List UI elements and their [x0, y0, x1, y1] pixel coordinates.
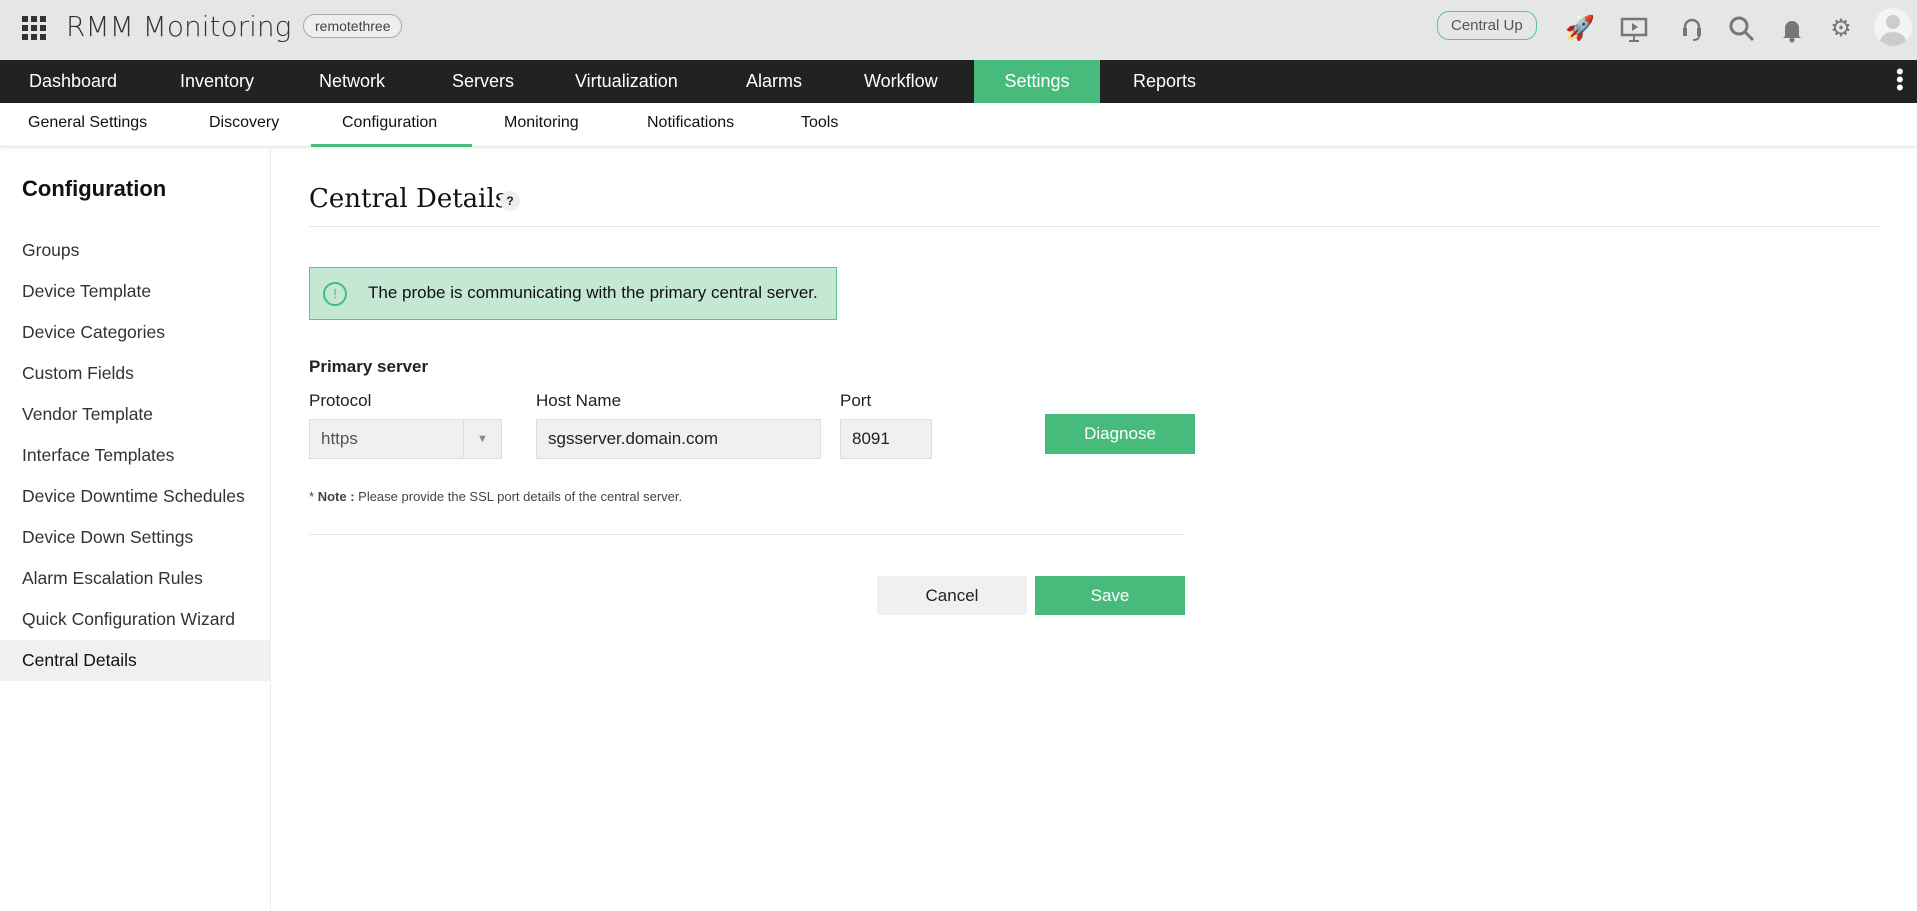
- cancel-button[interactable]: Cancel: [877, 576, 1027, 615]
- active-tab-indicator: [311, 144, 472, 147]
- sidebar-item-alarm-escalation-rules[interactable]: Alarm Escalation Rules: [22, 568, 203, 588]
- tab-monitoring[interactable]: Monitoring: [504, 114, 579, 131]
- apps-grid-icon[interactable]: [22, 16, 46, 40]
- port-label: Port: [840, 391, 872, 410]
- bell-icon[interactable]: [1777, 14, 1807, 44]
- protocol-label: Protocol: [309, 391, 372, 410]
- rocket-icon[interactable]: 🚀: [1565, 15, 1595, 42]
- sidebar-item-device-categories[interactable]: Device Categories: [22, 322, 165, 342]
- help-icon[interactable]: ?: [500, 191, 520, 211]
- headset-icon[interactable]: [1677, 14, 1707, 44]
- search-icon[interactable]: [1727, 14, 1757, 44]
- sidebar-item-device-template[interactable]: Device Template: [22, 281, 152, 301]
- nav-alarms[interactable]: Alarms: [746, 71, 803, 91]
- nav-inventory[interactable]: Inventory: [180, 71, 255, 91]
- user-avatar-icon[interactable]: [1874, 8, 1912, 46]
- tab-discovery[interactable]: Discovery: [209, 114, 280, 131]
- note-text: Please provide the SSL port details of t…: [354, 489, 683, 504]
- nav-workflow[interactable]: Workflow: [864, 71, 938, 91]
- status-alert: ! The probe is communicating with the pr…: [309, 267, 837, 320]
- nav-dashboard[interactable]: Dashboard: [29, 71, 118, 91]
- tab-configuration[interactable]: Configuration: [342, 114, 438, 131]
- sidebar-item-quick-configuration-wizard[interactable]: Quick Configuration Wizard: [22, 609, 235, 629]
- nav-servers[interactable]: Servers: [452, 71, 515, 91]
- main-nav: Dashboard Inventory Network Servers Virt…: [0, 60, 1917, 103]
- top-header: RMM Monitoring remotethree Central Up 🚀 …: [0, 0, 1917, 60]
- sub-nav: General Settings Discovery Configuration…: [0, 103, 1917, 147]
- sidebar-item-device-downtime-schedules[interactable]: Device Downtime Schedules: [22, 486, 245, 506]
- host-name-input[interactable]: sgsserver.domain.com: [536, 419, 821, 459]
- divider: [309, 534, 1185, 535]
- note-star: *: [309, 489, 315, 504]
- app-name: RMM Monitoring: [66, 10, 292, 43]
- sidebar-title: Configuration: [22, 176, 167, 201]
- nav-settings[interactable]: Settings: [974, 60, 1100, 103]
- more-menu-icon[interactable]: • • •: [1896, 59, 1904, 100]
- tab-general-settings[interactable]: General Settings: [28, 114, 148, 131]
- section-title: Primary server: [309, 357, 429, 376]
- protocol-value: https: [321, 429, 358, 448]
- presentation-icon[interactable]: [1619, 14, 1649, 44]
- info-icon: !: [323, 282, 347, 306]
- tab-tools[interactable]: Tools: [801, 114, 839, 131]
- sidebar-item-custom-fields[interactable]: Custom Fields: [22, 363, 134, 383]
- chevron-down-icon[interactable]: ▼: [463, 420, 501, 458]
- sidebar-item-vendor-template[interactable]: Vendor Template: [22, 404, 154, 424]
- central-status-badge[interactable]: Central Up: [1437, 11, 1537, 40]
- probe-badge: remotethree: [303, 14, 403, 38]
- sidebar: [0, 147, 271, 911]
- gear-icon[interactable]: ⚙: [1830, 15, 1852, 42]
- tab-notifications[interactable]: Notifications: [647, 114, 735, 131]
- sidebar-item-device-down-settings[interactable]: Device Down Settings: [22, 527, 194, 547]
- sidebar-item-central-details[interactable]: Central Details: [0, 640, 271, 681]
- nav-reports[interactable]: Reports: [1133, 71, 1197, 91]
- save-button[interactable]: Save: [1035, 576, 1185, 615]
- divider: [309, 226, 1880, 227]
- alert-message: The probe is communicating with the prim…: [368, 283, 818, 302]
- sidebar-item-interface-templates[interactable]: Interface Templates: [22, 445, 175, 465]
- note: * Note : Please provide the SSL port det…: [309, 489, 682, 504]
- diagnose-button[interactable]: Diagnose: [1045, 414, 1195, 454]
- sidebar-item-groups[interactable]: Groups: [22, 240, 80, 260]
- port-input[interactable]: 8091: [840, 419, 932, 459]
- protocol-select[interactable]: https ▼: [309, 419, 502, 459]
- nav-virtualization[interactable]: Virtualization: [575, 71, 678, 91]
- host-label: Host Name: [536, 391, 622, 410]
- note-label: Note :: [317, 489, 355, 504]
- page-title: Central Details: [309, 184, 509, 214]
- nav-network[interactable]: Network: [319, 71, 386, 91]
